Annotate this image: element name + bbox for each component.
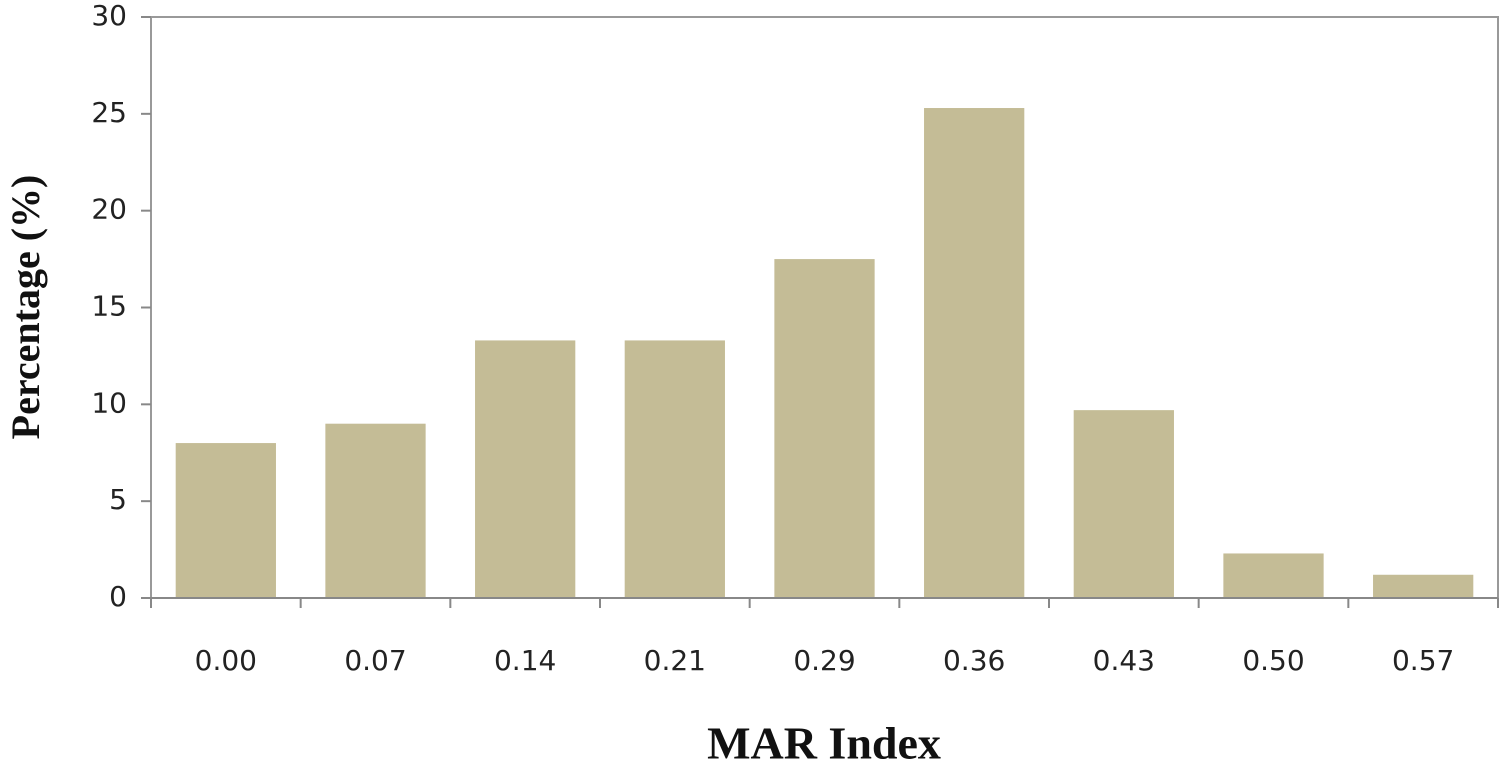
y-tick-label: 30 [91,0,127,32]
bar [175,443,276,598]
y-tick-label: 5 [109,483,127,516]
bar [774,259,875,598]
y-tick-label: 20 [91,193,127,226]
x-tick-label: 0.07 [344,644,406,677]
bar [1373,574,1474,598]
x-tick-label: 0.21 [644,644,706,677]
y-axis-title: Percentage (%) [3,175,48,440]
y-tick-label: 15 [91,290,127,323]
x-axis-title: MAR Index [707,718,941,769]
x-tick-label: 0.43 [1093,644,1155,677]
y-tick-label: 25 [91,96,127,129]
bar [1073,410,1174,598]
bar [475,340,576,598]
bar [924,108,1025,599]
x-tick-label: 0.00 [195,644,257,677]
x-tick-label: 0.14 [494,644,556,677]
bar [1223,553,1324,598]
y-tick-label: 0 [109,580,127,613]
x-tick-label: 0.29 [793,644,855,677]
x-tick-label: 0.57 [1392,644,1454,677]
bar [624,340,725,598]
x-tick-label: 0.36 [943,644,1005,677]
x-tick-label: 0.50 [1242,644,1304,677]
bar [325,423,426,598]
y-tick-label: 10 [91,386,127,419]
